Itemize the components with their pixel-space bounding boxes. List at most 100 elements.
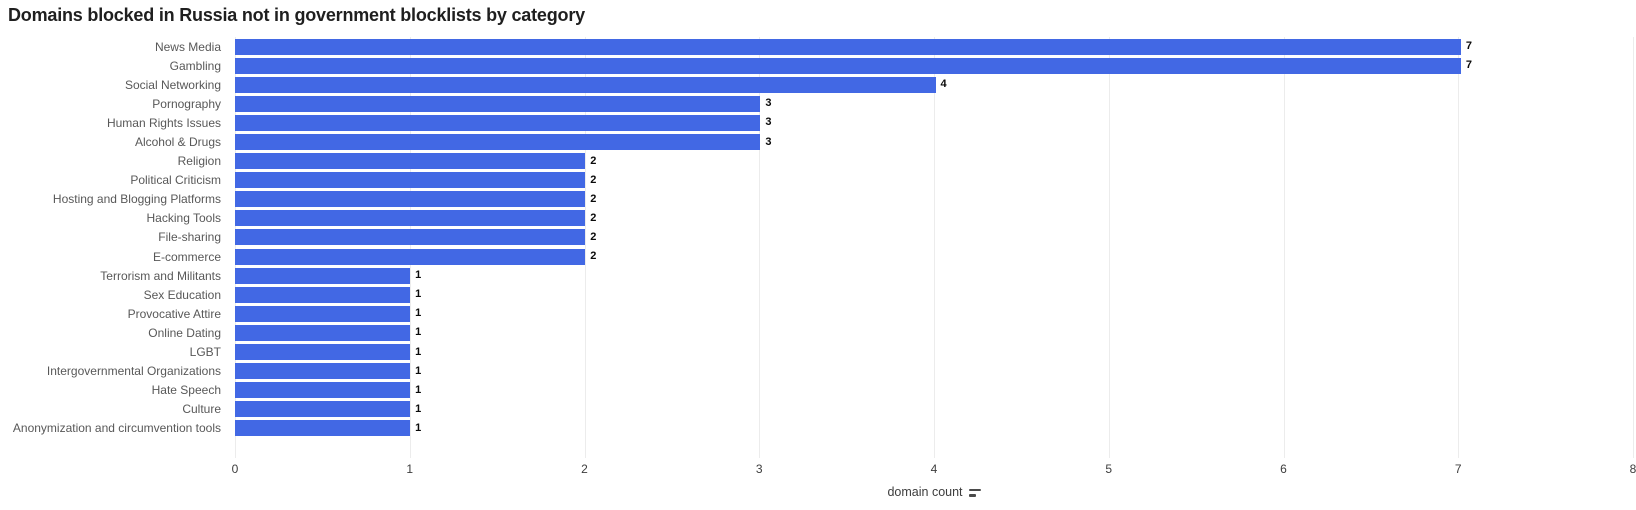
bar[interactable] [235,153,586,170]
gridline [1633,37,1634,458]
bar[interactable] [235,191,586,208]
bar-row: Hacking Tools 2 [0,209,1636,228]
value-label: 3 [765,135,772,148]
bar[interactable] [235,324,411,341]
bar-track: 2 [235,229,1636,246]
gridline [1283,37,1285,458]
bar-rows: News Media 7 Gambling 7 Social Networking 4 Po… [0,37,1636,438]
bar[interactable] [235,134,761,151]
category-label: Terrorism and Militants [100,268,221,283]
value-label: 3 [765,97,772,110]
bar[interactable] [235,248,586,265]
bar-row: Social Networking 4 [0,75,1636,94]
x-tick-label: 7 [1454,462,1462,476]
category-label: Alcohol & Drugs [134,135,221,150]
category-label: Sex Education [143,287,221,302]
category-label: LGBT [189,345,221,360]
value-label: 3 [765,116,772,129]
x-tick-label: 2 [581,462,588,476]
gridline [759,37,761,458]
bar-row: Hate Speech 1 [0,381,1636,400]
bar-row: Sex Education 1 [0,285,1636,304]
x-tick-label: 6 [1280,462,1287,476]
bar-track: 1 [235,382,1636,399]
bar-track: 2 [235,210,1636,227]
bar[interactable] [235,363,411,380]
bar[interactable] [235,305,411,322]
bar-row: Alcohol & Drugs 3 [0,132,1636,151]
gridline [409,37,411,458]
bar-track: 1 [235,267,1636,284]
value-label: 4 [940,78,947,91]
bar[interactable] [235,76,936,93]
x-axis-label: domain count [887,485,963,499]
bar-track: 7 [235,38,1636,55]
bar-row: Hosting and Blogging Platforms 2 [0,190,1636,209]
category-label: File-sharing [158,230,221,245]
sort-descending-icon[interactable] [968,488,981,497]
value-label: 2 [590,211,597,224]
x-tick-label: 8 [1629,462,1636,476]
bar[interactable] [235,420,411,437]
value-label: 1 [415,421,422,434]
bar-track: 1 [235,344,1636,361]
bar-row: Pornography 3 [0,94,1636,113]
value-label: 2 [590,173,597,186]
bar[interactable] [235,114,761,131]
bar[interactable] [235,172,586,189]
bar[interactable] [235,210,586,227]
category-label: Online Dating [148,325,221,340]
bar-track: 2 [235,191,1636,208]
category-label: Religion [177,154,221,169]
bar-row: Intergovernmental Organizations 1 [0,362,1636,381]
bar[interactable] [235,286,411,303]
bar-row: Online Dating 1 [0,323,1636,342]
bar[interactable] [235,401,411,418]
value-label: 1 [415,288,422,301]
bar[interactable] [235,38,1461,55]
bar-track: 2 [235,172,1636,189]
value-label: 2 [590,192,597,205]
value-label: 1 [415,326,422,339]
gridline [235,37,236,458]
category-label: Anonymization and circumvention tools [12,421,221,436]
bar-row: Terrorism and Militants 1 [0,266,1636,285]
bar-track: 1 [235,401,1636,418]
value-label: 1 [415,364,422,377]
x-tick-label: 4 [930,462,938,476]
bar[interactable] [235,57,1461,74]
bar-track: 1 [235,286,1636,303]
bar-row: E-commerce 2 [0,247,1636,266]
bar[interactable] [235,267,411,284]
bar-track: 3 [235,134,1636,151]
bar-track: 1 [235,363,1636,380]
bar-track: 1 [235,420,1636,437]
bar[interactable] [235,382,411,399]
gridline [934,37,935,458]
category-label: Hacking Tools [146,211,221,226]
bar-track: 4 [235,76,1636,93]
category-label: Culture [182,402,221,417]
bar-track: 2 [235,248,1636,265]
value-label: 1 [415,345,422,358]
gridline [584,37,586,458]
value-label: 7 [1465,59,1472,72]
plot-gridlines [235,37,1634,458]
bar-row: Provocative Attire 1 [0,304,1636,323]
category-label: News Media [154,39,221,54]
value-label: 1 [415,269,422,282]
bar[interactable] [235,95,761,112]
bar[interactable] [235,344,411,361]
bar[interactable] [235,229,586,246]
bar-row: Culture 1 [0,400,1636,419]
bar-row: News Media 7 [0,37,1636,56]
bar-row: Gambling 7 [0,56,1636,75]
category-label: Provocative Attire [127,306,221,321]
category-label: E-commerce [152,249,221,264]
bar-track: 2 [235,153,1636,170]
bar-row: Political Criticism 2 [0,171,1636,190]
x-tick-label: 5 [1105,462,1113,476]
value-label: 2 [590,154,597,167]
category-label: Human Rights Issues [106,115,221,130]
